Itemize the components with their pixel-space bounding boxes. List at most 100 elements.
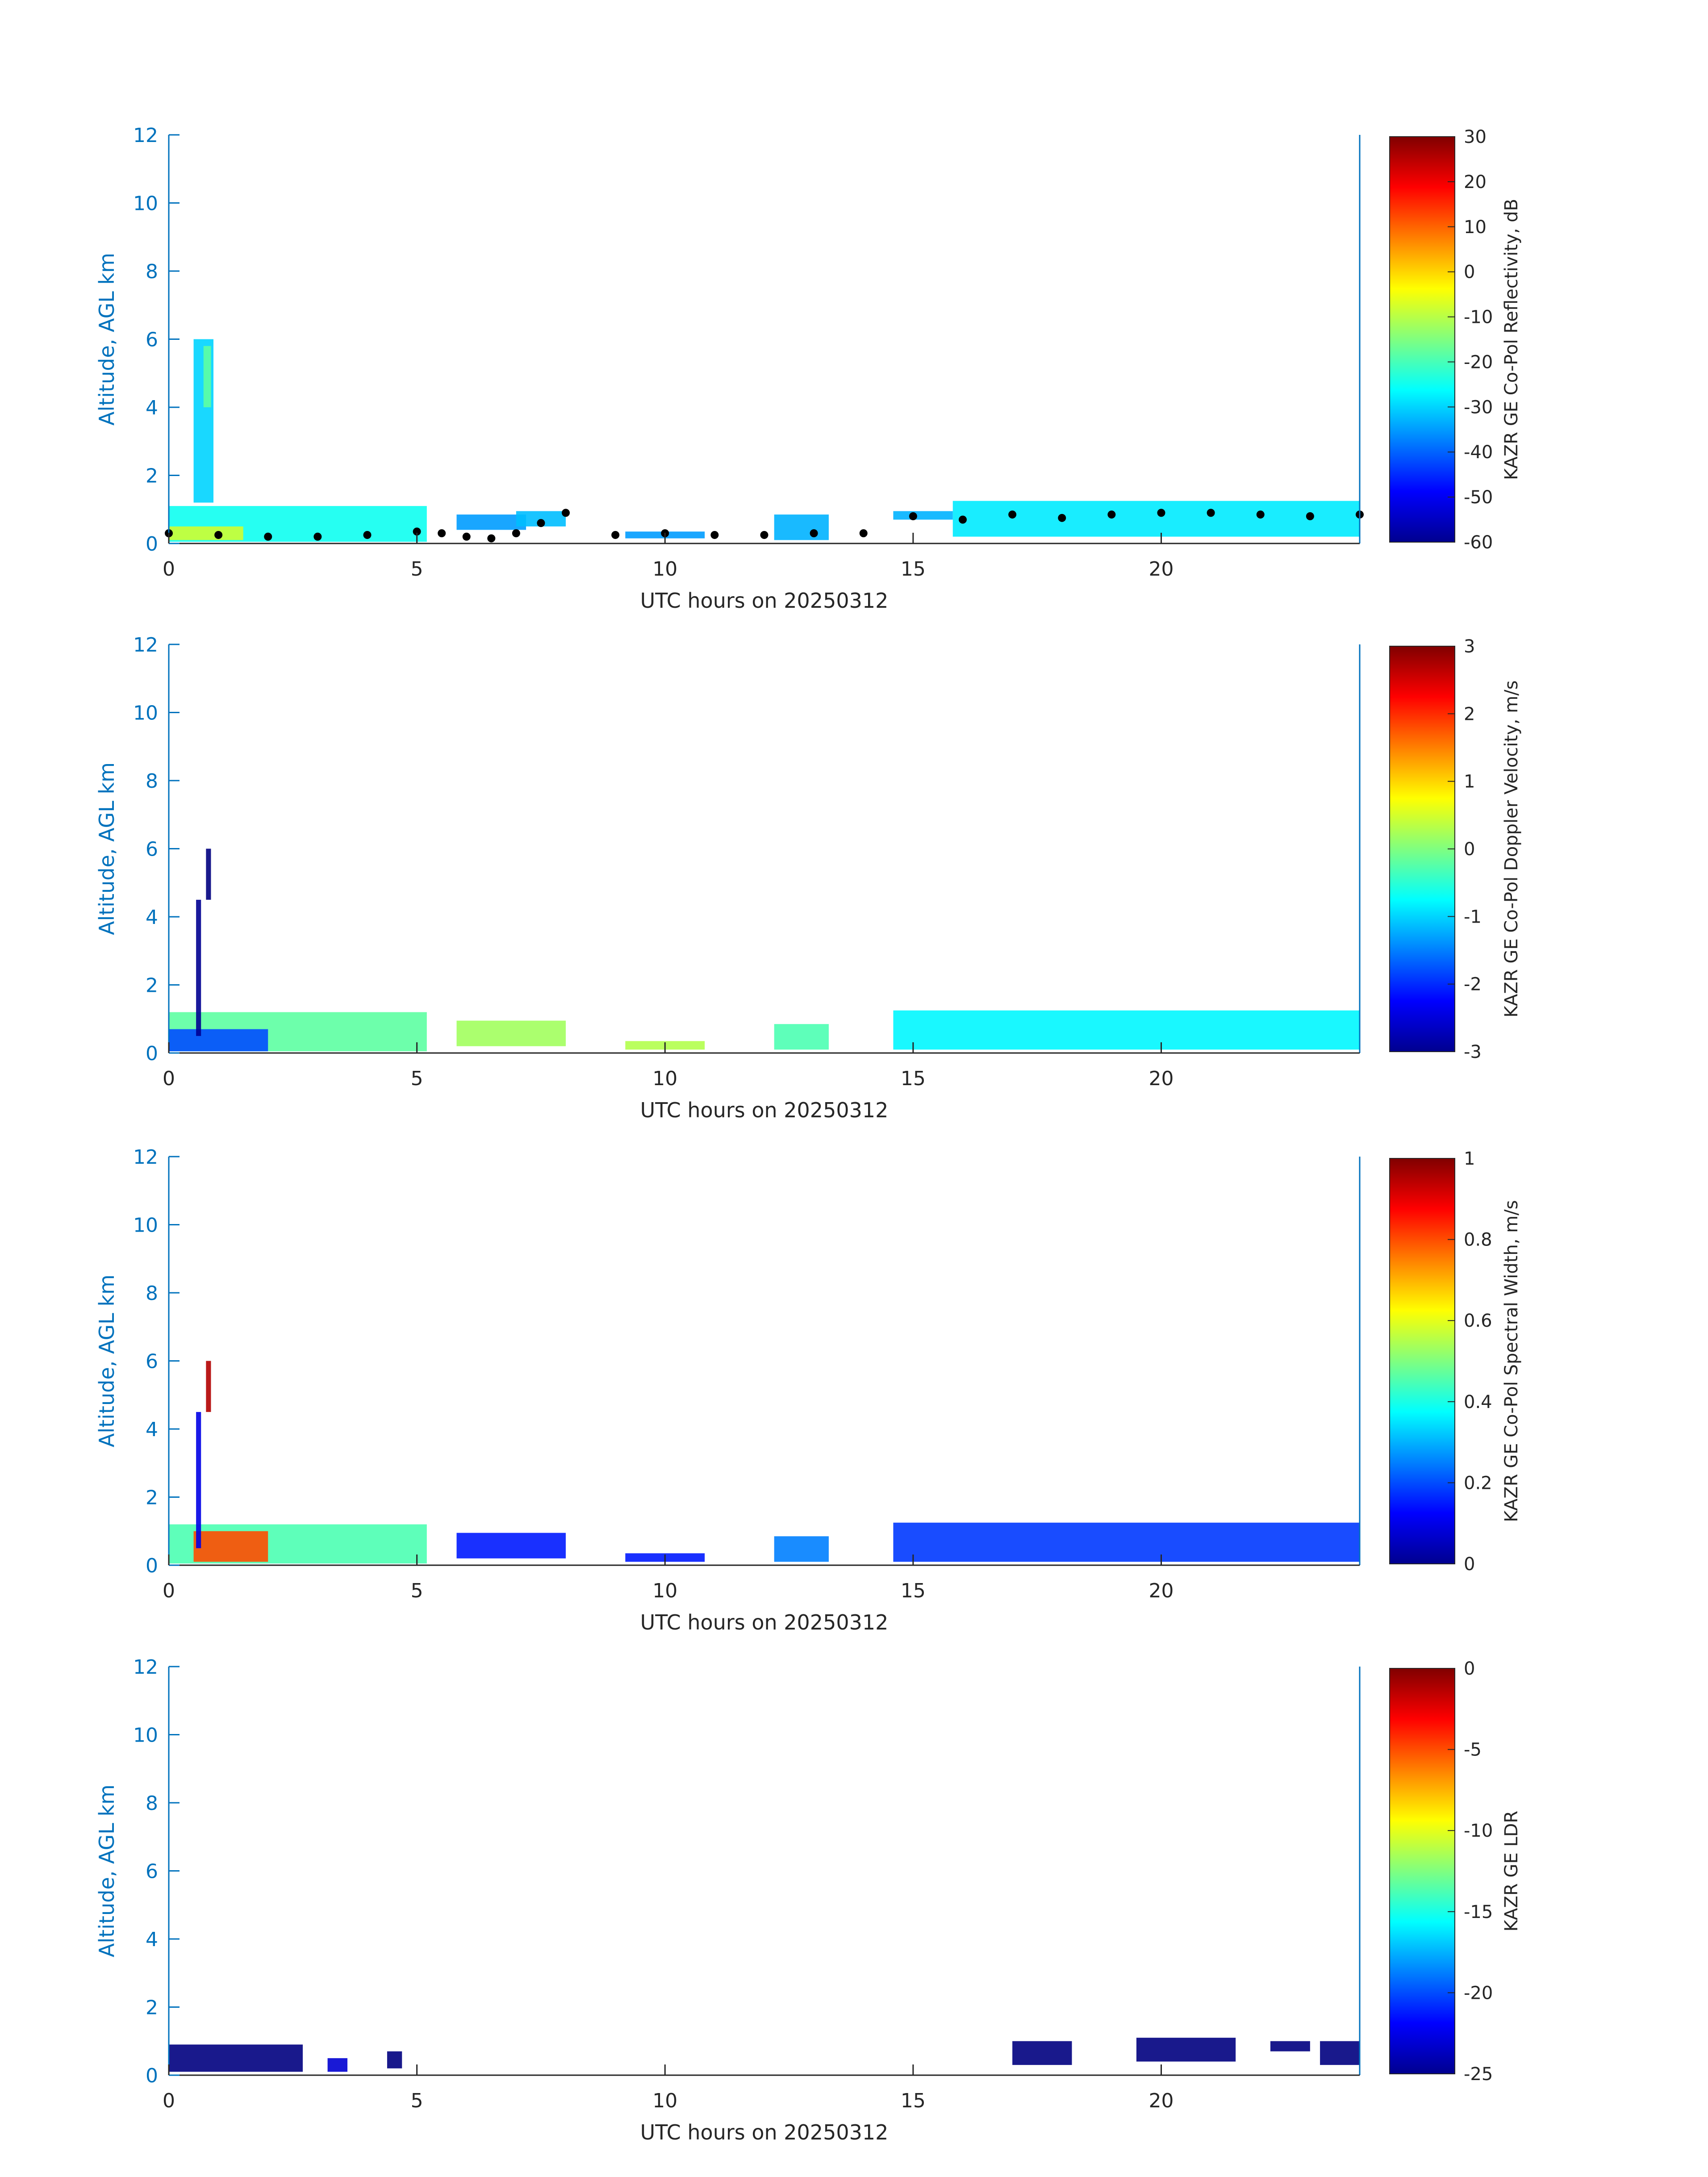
cloud-base-point	[562, 509, 570, 517]
colorbar-label: KAZR GE Co-Pol Spectral Width, m/s	[1501, 1200, 1522, 1522]
y-tick-label: 10	[133, 702, 158, 725]
x-tick-label: 10	[652, 2089, 677, 2112]
cloud-base-point	[810, 529, 818, 538]
colorbar-tick-label: 0	[1464, 262, 1475, 283]
colorbar-tick-label: 10	[1464, 217, 1487, 238]
cloud-base-point	[1157, 509, 1165, 517]
x-tick-label: 10	[652, 1067, 677, 1090]
cloud-base-point	[214, 531, 223, 539]
colorbar-tick-label: 20	[1464, 172, 1487, 192]
x-tick-label: 0	[163, 2089, 175, 2112]
data-region	[1320, 2041, 1360, 2065]
y-tick-label: 6	[146, 1860, 158, 1883]
y-tick-label: 0	[146, 533, 158, 556]
colorbar-tick-label: -50	[1464, 487, 1493, 508]
colorbar	[1389, 136, 1455, 543]
y-tick-label: 12	[133, 1146, 158, 1169]
data-region	[193, 1531, 268, 1562]
x-tick-label: 20	[1149, 2089, 1174, 2112]
data-region	[327, 2058, 348, 2072]
colorbar-tick-label: -20	[1464, 1983, 1493, 2003]
colorbar-tick-label: 0	[1464, 1554, 1475, 1575]
data-region	[456, 1020, 566, 1046]
cloud-base-point	[512, 529, 520, 538]
data-region	[196, 899, 201, 1036]
colorbar-tick-label: 30	[1464, 127, 1487, 147]
colorbar-tick-label: 0.4	[1464, 1392, 1492, 1412]
data-region	[1012, 2041, 1072, 2065]
colorbar-tick-label: -15	[1464, 1902, 1493, 1922]
colorbar-tick-label: -60	[1464, 532, 1493, 553]
colorbar-tick-label: -30	[1464, 397, 1493, 418]
colorbar-tick-label: -5	[1464, 1740, 1482, 1760]
y-tick-label: 4	[146, 397, 158, 419]
x-axis-label: UTC hours on 20250312	[640, 1610, 889, 1634]
y-tick-label: 8	[146, 260, 158, 283]
data-region	[1136, 2038, 1236, 2062]
x-tick-label: 5	[411, 1579, 423, 1602]
cloud-base-point	[959, 515, 967, 524]
colorbar-tick-label: -1	[1464, 907, 1482, 927]
colorbar	[1389, 646, 1455, 1052]
cloud-base-point	[264, 532, 272, 541]
x-tick-label: 20	[1149, 1067, 1174, 1090]
y-tick-label: 2	[146, 1487, 158, 1509]
colorbar-tick-label: -40	[1464, 442, 1493, 463]
colorbar-tick-label: 0.6	[1464, 1311, 1492, 1331]
cloud-base-point	[1306, 512, 1314, 520]
y-tick-label: 0	[146, 1554, 158, 1577]
data-region	[196, 1412, 201, 1548]
colorbar-tick-label: 1	[1464, 1149, 1475, 1169]
colorbar-tick-label: 3	[1464, 636, 1475, 657]
y-axis-label: Altitude, AGL km	[95, 1274, 119, 1447]
y-tick-label: 4	[146, 1928, 158, 1951]
cloud-base-point	[1256, 510, 1265, 519]
data-region	[893, 511, 953, 520]
cloud-base-point	[413, 527, 421, 536]
colorbar-tick-label: 2	[1464, 704, 1475, 724]
data-region	[456, 1533, 566, 1559]
cloud-base-point	[909, 512, 917, 520]
colorbar-tick-label: 0	[1464, 839, 1475, 860]
x-tick-label: 0	[163, 558, 175, 581]
colorbar-tick-label: 0	[1464, 1659, 1475, 1679]
colorbar-tick-label: -10	[1464, 307, 1493, 328]
x-tick-label: 20	[1149, 1579, 1174, 1602]
colorbar-label: KAZR GE LDR	[1501, 1811, 1522, 1932]
cloud-base-point	[611, 531, 620, 539]
y-tick-label: 2	[146, 974, 158, 997]
y-tick-label: 10	[133, 1214, 158, 1237]
x-axis-label: UTC hours on 20250312	[640, 1098, 889, 1122]
data-region	[774, 1024, 829, 1050]
colorbar-tick-label: -10	[1464, 1821, 1493, 1841]
y-axis-label: Altitude, AGL km	[95, 253, 119, 426]
y-tick-label: 8	[146, 770, 158, 793]
colorbar-tick-label: -25	[1464, 2064, 1493, 2085]
panel-1: 0 2 4 6 8 10 12 0 5 10 15 20 UTC hours on 20250312 Al…	[95, 124, 1522, 613]
cloud-base-point	[487, 534, 496, 543]
data-region	[893, 1010, 1360, 1050]
y-tick-label: 8	[146, 1792, 158, 1815]
y-tick-label: 12	[133, 124, 158, 147]
data-region	[456, 514, 526, 530]
y-tick-label: 6	[146, 838, 158, 861]
y-tick-label: 4	[146, 906, 158, 929]
x-tick-label: 5	[411, 558, 423, 581]
cloud-base-point	[710, 531, 719, 539]
colorbar-tick-label: 0.8	[1464, 1230, 1492, 1250]
data-region	[206, 848, 211, 900]
cloud-base-point	[438, 529, 446, 538]
y-tick-label: 4	[146, 1418, 158, 1441]
x-tick-label: 0	[163, 1067, 175, 1090]
x-tick-label: 5	[411, 2089, 423, 2112]
x-tick-label: 15	[901, 2089, 926, 2112]
colorbar-tick-label: 1	[1464, 772, 1475, 792]
data-region	[387, 2051, 402, 2068]
data-region	[206, 1361, 211, 1412]
x-axis-label: UTC hours on 20250312	[640, 589, 889, 613]
data-region	[169, 2044, 303, 2072]
y-tick-label: 10	[133, 192, 158, 215]
y-axis-label: Altitude, AGL km	[95, 762, 119, 935]
